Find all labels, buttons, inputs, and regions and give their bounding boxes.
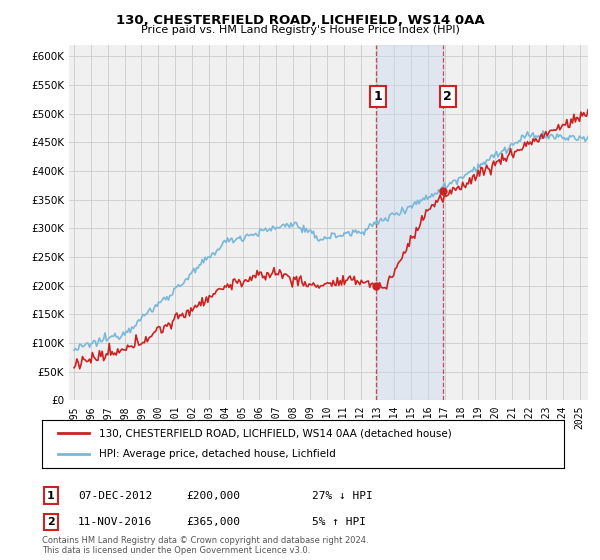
Text: 2: 2 xyxy=(443,90,452,103)
Text: 2: 2 xyxy=(47,517,55,527)
Text: Price paid vs. HM Land Registry's House Price Index (HPI): Price paid vs. HM Land Registry's House … xyxy=(140,25,460,35)
Text: 07-DEC-2012: 07-DEC-2012 xyxy=(78,491,152,501)
Text: 5% ↑ HPI: 5% ↑ HPI xyxy=(312,517,366,527)
Text: 1: 1 xyxy=(373,90,382,103)
Bar xyxy=(376,45,443,400)
Text: £365,000: £365,000 xyxy=(186,517,240,527)
Text: 130, CHESTERFIELD ROAD, LICHFIELD, WS14 0AA (detached house): 130, CHESTERFIELD ROAD, LICHFIELD, WS14 … xyxy=(100,428,452,438)
Text: HPI: Average price, detached house, Lichfield: HPI: Average price, detached house, Lich… xyxy=(100,449,336,459)
Text: 11-NOV-2016: 11-NOV-2016 xyxy=(78,517,152,527)
Text: 27% ↓ HPI: 27% ↓ HPI xyxy=(312,491,373,501)
Text: This data is licensed under the Open Government Licence v3.0.: This data is licensed under the Open Gov… xyxy=(42,547,310,556)
Text: 1: 1 xyxy=(47,491,55,501)
Text: Contains HM Land Registry data © Crown copyright and database right 2024.: Contains HM Land Registry data © Crown c… xyxy=(42,536,368,545)
Text: 130, CHESTERFIELD ROAD, LICHFIELD, WS14 0AA: 130, CHESTERFIELD ROAD, LICHFIELD, WS14 … xyxy=(116,14,484,27)
Text: £200,000: £200,000 xyxy=(186,491,240,501)
